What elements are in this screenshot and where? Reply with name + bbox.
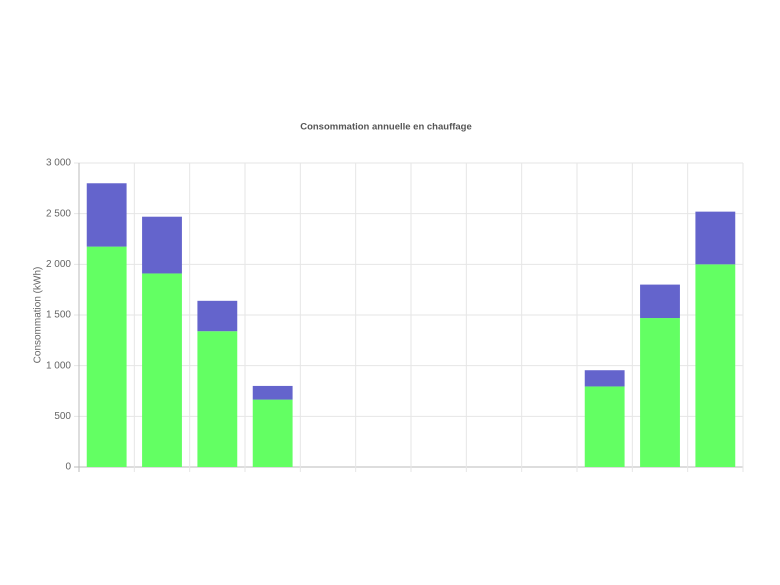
y-tick-label: 1 500 <box>46 310 71 321</box>
bar-segment <box>252 385 293 400</box>
y-tick-label: 1 000 <box>46 360 71 371</box>
bar-segment <box>142 216 182 274</box>
bar-segment <box>640 318 680 467</box>
bar-segment <box>640 284 680 319</box>
bar-segment <box>86 183 127 247</box>
bar-segment <box>584 386 625 467</box>
chart-title: Consommation annuelle en chauffage <box>300 122 472 133</box>
bar-segment <box>252 399 293 467</box>
bar-segment <box>584 370 625 387</box>
bar-segment <box>86 246 127 467</box>
y-tick-label: 2 000 <box>46 259 71 270</box>
y-tick-label: 0 <box>65 462 71 473</box>
y-tick-label: 3 000 <box>46 158 71 169</box>
bar-segment <box>142 273 182 467</box>
bar-segment <box>695 264 736 467</box>
y-tick-label: 500 <box>54 411 71 422</box>
y-tick-label: 2 500 <box>46 208 71 219</box>
bar-segment <box>695 211 736 265</box>
bar-segment <box>197 300 238 332</box>
y-axis-label: Consommation (kWh) <box>33 267 44 364</box>
bar-segment <box>197 331 238 467</box>
